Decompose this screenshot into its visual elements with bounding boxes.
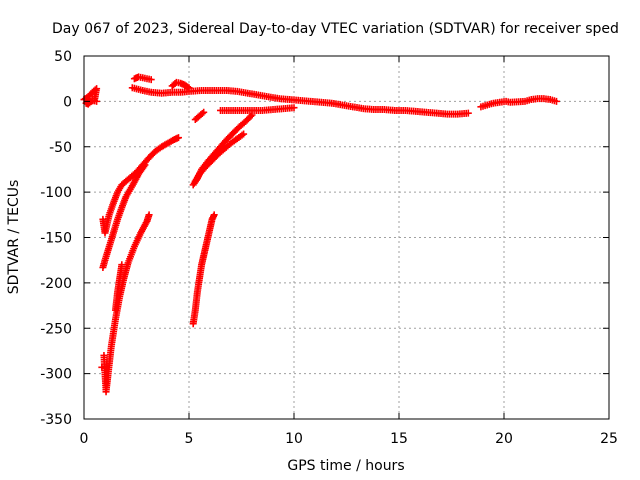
data-point bbox=[247, 112, 255, 120]
x-tick-label: 10 bbox=[285, 431, 303, 447]
grid-lines bbox=[84, 56, 609, 419]
data-point bbox=[200, 108, 208, 116]
data-point bbox=[93, 97, 101, 105]
y-tick-label: -350 bbox=[40, 412, 72, 428]
y-tick-label: 50 bbox=[54, 49, 72, 65]
data-point bbox=[140, 162, 148, 170]
data-point bbox=[98, 363, 106, 371]
data-point bbox=[210, 211, 218, 219]
y-tick-label: 0 bbox=[63, 94, 72, 110]
x-axis-label: GPS time / hours bbox=[287, 458, 404, 474]
data-point bbox=[240, 130, 248, 138]
x-tick-label: 15 bbox=[390, 431, 408, 447]
y-tick-label: -300 bbox=[40, 367, 72, 383]
x-tick-label: 25 bbox=[600, 431, 618, 447]
data-point bbox=[184, 83, 192, 91]
data-marks bbox=[80, 73, 560, 396]
data-point bbox=[185, 84, 193, 92]
data-point bbox=[198, 109, 206, 117]
data-point bbox=[464, 109, 472, 117]
y-tick-label: -250 bbox=[40, 321, 72, 337]
data-point bbox=[290, 104, 298, 112]
data-point bbox=[141, 161, 149, 169]
axis-ticks: 0 5 10 15 20 25 -350 -300 -250 -200 -150 -100 -50 0 50 bbox=[40, 49, 618, 447]
x-tick-label: 0 bbox=[80, 431, 89, 447]
data-point bbox=[118, 261, 126, 269]
y-tick-label: -200 bbox=[40, 276, 72, 292]
x-tick-label: 5 bbox=[185, 431, 194, 447]
x-tick-label: 20 bbox=[495, 431, 513, 447]
data-point bbox=[147, 76, 155, 84]
y-tick-label: -150 bbox=[40, 231, 72, 247]
chart-title: Day 067 of 2023, Sidereal Day-to-day VTE… bbox=[52, 21, 619, 37]
data-point bbox=[553, 97, 560, 105]
y-tick-label: -100 bbox=[40, 185, 72, 201]
y-axis-label: SDTVAR / TECUs bbox=[6, 180, 22, 295]
y-tick-label: -50 bbox=[49, 140, 72, 156]
data-point bbox=[145, 211, 153, 219]
data-point bbox=[175, 134, 182, 142]
